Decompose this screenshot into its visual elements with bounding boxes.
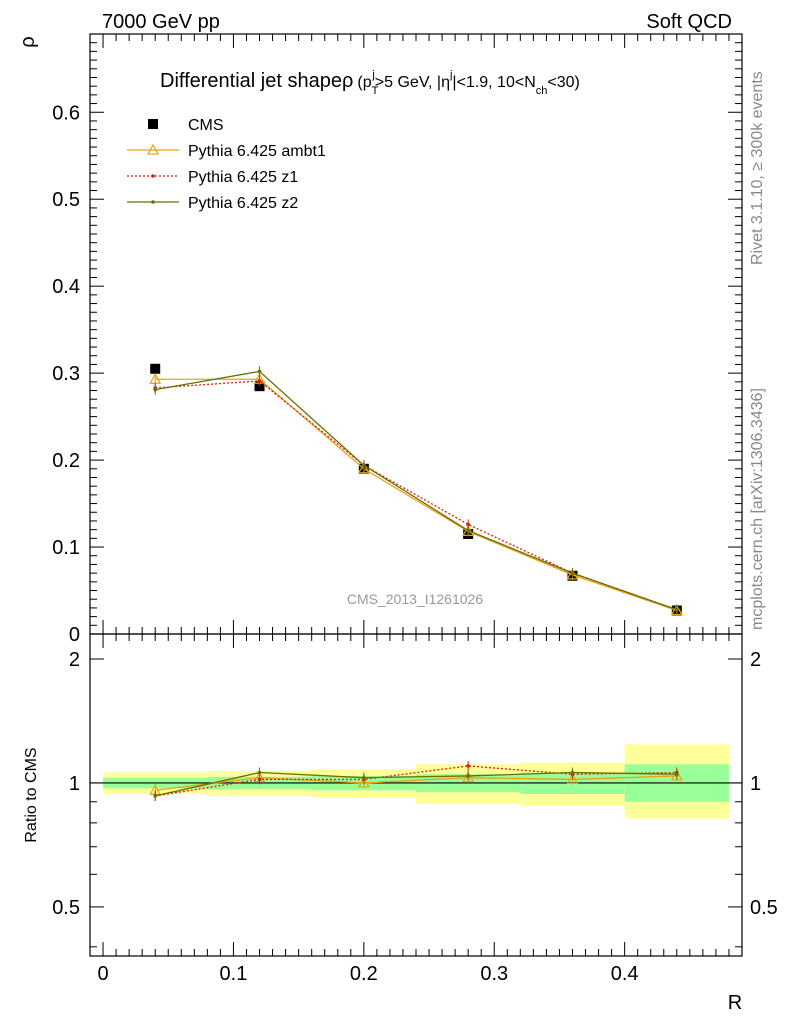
x-tick-label: 0.1 <box>220 963 248 985</box>
y-tick-label: 0.6 <box>52 102 80 124</box>
analysis-watermark: CMS_2013_I1261026 <box>347 591 483 607</box>
legend-label: CMS <box>188 117 224 134</box>
series-0 <box>150 363 682 616</box>
x-tick-label: 0.3 <box>480 963 508 985</box>
x-tick-label: 0.2 <box>350 963 378 985</box>
data-point <box>357 462 370 474</box>
legend-label: Pythia 6.425 ambt1 <box>188 143 326 160</box>
y-tick-label: 0.5 <box>52 189 80 211</box>
y-tick-label: 0 <box>69 624 80 646</box>
ratio-tick-label: 0.5 <box>52 897 80 919</box>
series-1 <box>149 372 683 796</box>
ratio-tick-label: 2 <box>69 649 80 671</box>
ratio-point <box>257 770 262 775</box>
ratio-bands <box>90 744 742 819</box>
ratio-point <box>566 773 579 785</box>
data-point <box>150 363 161 374</box>
series-2 <box>153 375 679 801</box>
x-tick-label: 0 <box>97 963 108 985</box>
ratio-point <box>462 771 475 783</box>
data-series <box>149 363 683 801</box>
ratio-point <box>466 764 470 768</box>
ratio-tick-label-right: 2 <box>750 649 761 671</box>
rivet-label: Rivet 3.1.10, ≥ 300k events <box>749 71 766 265</box>
ratio-tick-label-right: 0.5 <box>750 897 778 919</box>
ratio-point <box>362 775 366 780</box>
ratio-line <box>155 771 677 797</box>
data-point <box>257 369 262 374</box>
data-point <box>466 528 470 533</box>
ratio-point <box>675 772 679 777</box>
x-axis-label: R <box>728 992 742 1014</box>
data-point <box>257 379 262 383</box>
legend-entry: CMS <box>148 117 224 134</box>
legend-entry: Pythia 6.425 z2 <box>127 195 298 212</box>
ratio-point <box>670 769 683 781</box>
legend-label: Pythia 6.425 z2 <box>188 195 298 212</box>
legend-marker <box>151 174 155 178</box>
data-point <box>362 463 366 468</box>
mcplots-label: mcplots.cern.ch [arXiv:1306.3436] <box>749 388 766 630</box>
ratio-point <box>153 794 157 798</box>
y-tick-label: 0.2 <box>52 450 80 472</box>
ratio-point <box>466 774 470 778</box>
legend: CMS Pythia 6.425 ambt1 Pythia 6.425 z1 Pyth… <box>127 117 326 212</box>
series-line <box>155 378 678 612</box>
ratio-line <box>155 775 677 791</box>
y-tick-label: 0.3 <box>52 363 80 385</box>
axis-ticks <box>90 34 742 956</box>
legend-marker <box>151 200 155 204</box>
legend-marker <box>148 119 158 129</box>
ratio-axis-label: Ratio to CMS <box>23 747 40 842</box>
y-tick-label: 0.1 <box>52 537 80 559</box>
data-point <box>254 381 265 392</box>
ratio-point <box>257 777 262 782</box>
x-tick-label: 0.4 <box>611 963 639 985</box>
legend-marker <box>146 143 160 155</box>
ratio-line <box>155 765 677 797</box>
ratio-point <box>570 770 575 775</box>
data-point <box>675 607 679 612</box>
series-line <box>155 380 678 611</box>
y-tick-label: 0.4 <box>52 276 80 298</box>
chart-title: Differential jet shapeρ (pTj>5 GeV, |ηj|<… <box>160 69 580 97</box>
ratio-tick-label-right: 1 <box>750 773 761 795</box>
legend-label: Pythia 6.425 z1 <box>188 169 298 186</box>
series-line <box>155 370 678 611</box>
header-left: 7000 GeV pp <box>102 11 220 33</box>
data-point <box>153 387 157 392</box>
data-point <box>570 571 575 575</box>
ratio-tick-label: 1 <box>69 773 80 795</box>
axis-tick-labels: 0 0.1 0.2 0.3 0.4 0 0.1 0.2 0.3 0.4 0.5 0.6 0.5 0.5 1 1… <box>52 102 778 985</box>
legend-entry: Pythia 6.425 ambt1 <box>127 143 326 160</box>
series-3 <box>153 366 679 801</box>
data-point <box>466 522 470 527</box>
legend-entry: Pythia 6.425 z1 <box>127 169 298 186</box>
ratio-point <box>357 776 370 788</box>
header-right: Soft QCD <box>646 11 732 33</box>
y-axis-label: ρ <box>17 36 39 47</box>
